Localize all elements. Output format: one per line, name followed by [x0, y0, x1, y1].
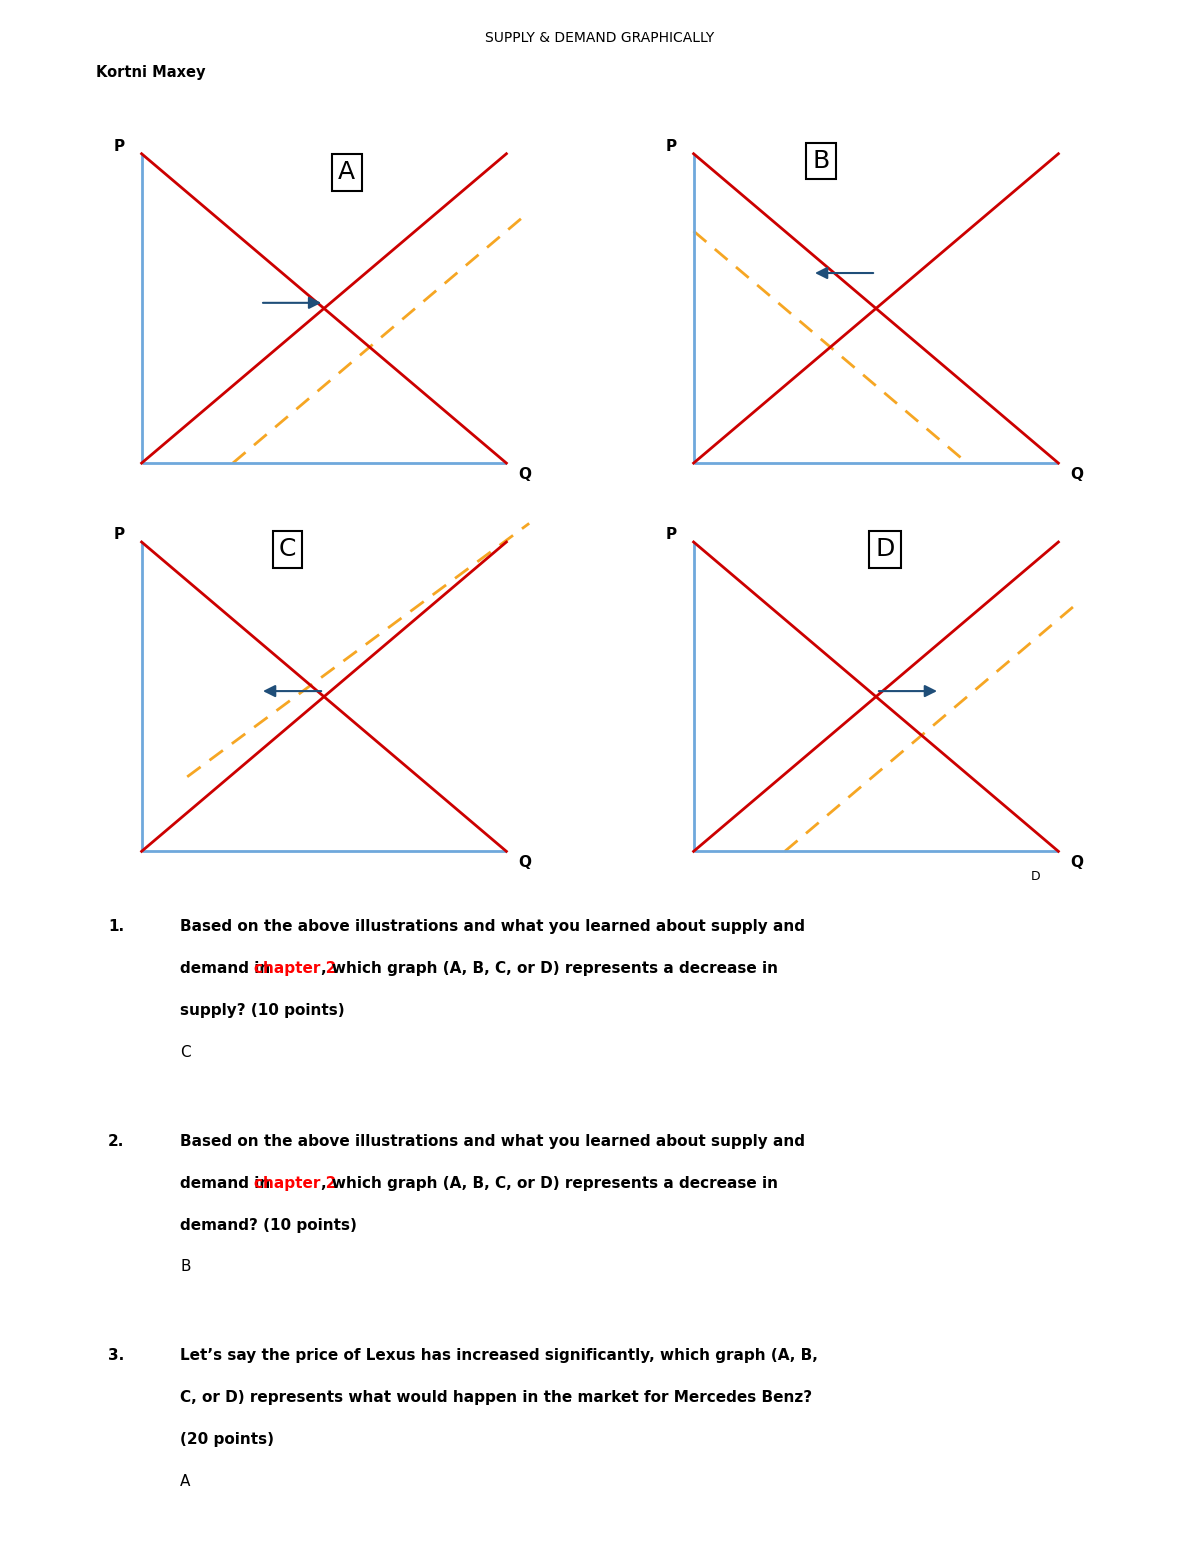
- Text: P: P: [665, 138, 677, 154]
- Text: Kortni Maxey: Kortni Maxey: [96, 65, 205, 81]
- Text: A: A: [338, 160, 355, 185]
- Text: P: P: [113, 138, 125, 154]
- Text: Q: Q: [518, 856, 532, 870]
- Text: , which graph (A, B, C, or D) represents a decrease in: , which graph (A, B, C, or D) represents…: [322, 1176, 779, 1191]
- Text: A: A: [180, 1474, 191, 1489]
- Text: C: C: [278, 537, 296, 562]
- Text: 1.: 1.: [108, 919, 124, 935]
- Text: P: P: [665, 526, 677, 542]
- Text: D: D: [1031, 870, 1040, 884]
- Text: C, or D) represents what would happen in the market for Mercedes Benz?: C, or D) represents what would happen in…: [180, 1390, 812, 1405]
- Text: supply? (10 points): supply? (10 points): [180, 1003, 344, 1019]
- Text: Based on the above illustrations and what you learned about supply and: Based on the above illustrations and wha…: [180, 1134, 805, 1149]
- Text: (20 points): (20 points): [180, 1432, 274, 1447]
- Text: P: P: [113, 526, 125, 542]
- Text: 2.: 2.: [108, 1134, 125, 1149]
- Text: demand in: demand in: [180, 961, 276, 977]
- Text: demand? (10 points): demand? (10 points): [180, 1218, 356, 1233]
- Text: C: C: [180, 1045, 191, 1061]
- Text: demand in: demand in: [180, 1176, 276, 1191]
- Text: Q: Q: [1070, 856, 1084, 870]
- Text: chapter 2: chapter 2: [254, 961, 337, 977]
- Text: , which graph (A, B, C, or D) represents a decrease in: , which graph (A, B, C, or D) represents…: [322, 961, 779, 977]
- Text: Q: Q: [1070, 467, 1084, 481]
- Text: Let’s say the price of Lexus has increased significantly, which graph (A, B,: Let’s say the price of Lexus has increas…: [180, 1348, 818, 1364]
- Text: D: D: [876, 537, 895, 562]
- Text: B: B: [812, 149, 830, 174]
- Text: Based on the above illustrations and what you learned about supply and: Based on the above illustrations and wha…: [180, 919, 805, 935]
- Text: B: B: [180, 1259, 191, 1275]
- Text: SUPPLY & DEMAND GRAPHICALLY: SUPPLY & DEMAND GRAPHICALLY: [485, 31, 715, 45]
- Text: 3.: 3.: [108, 1348, 125, 1364]
- Text: Q: Q: [518, 467, 532, 481]
- Text: chapter 2: chapter 2: [254, 1176, 337, 1191]
